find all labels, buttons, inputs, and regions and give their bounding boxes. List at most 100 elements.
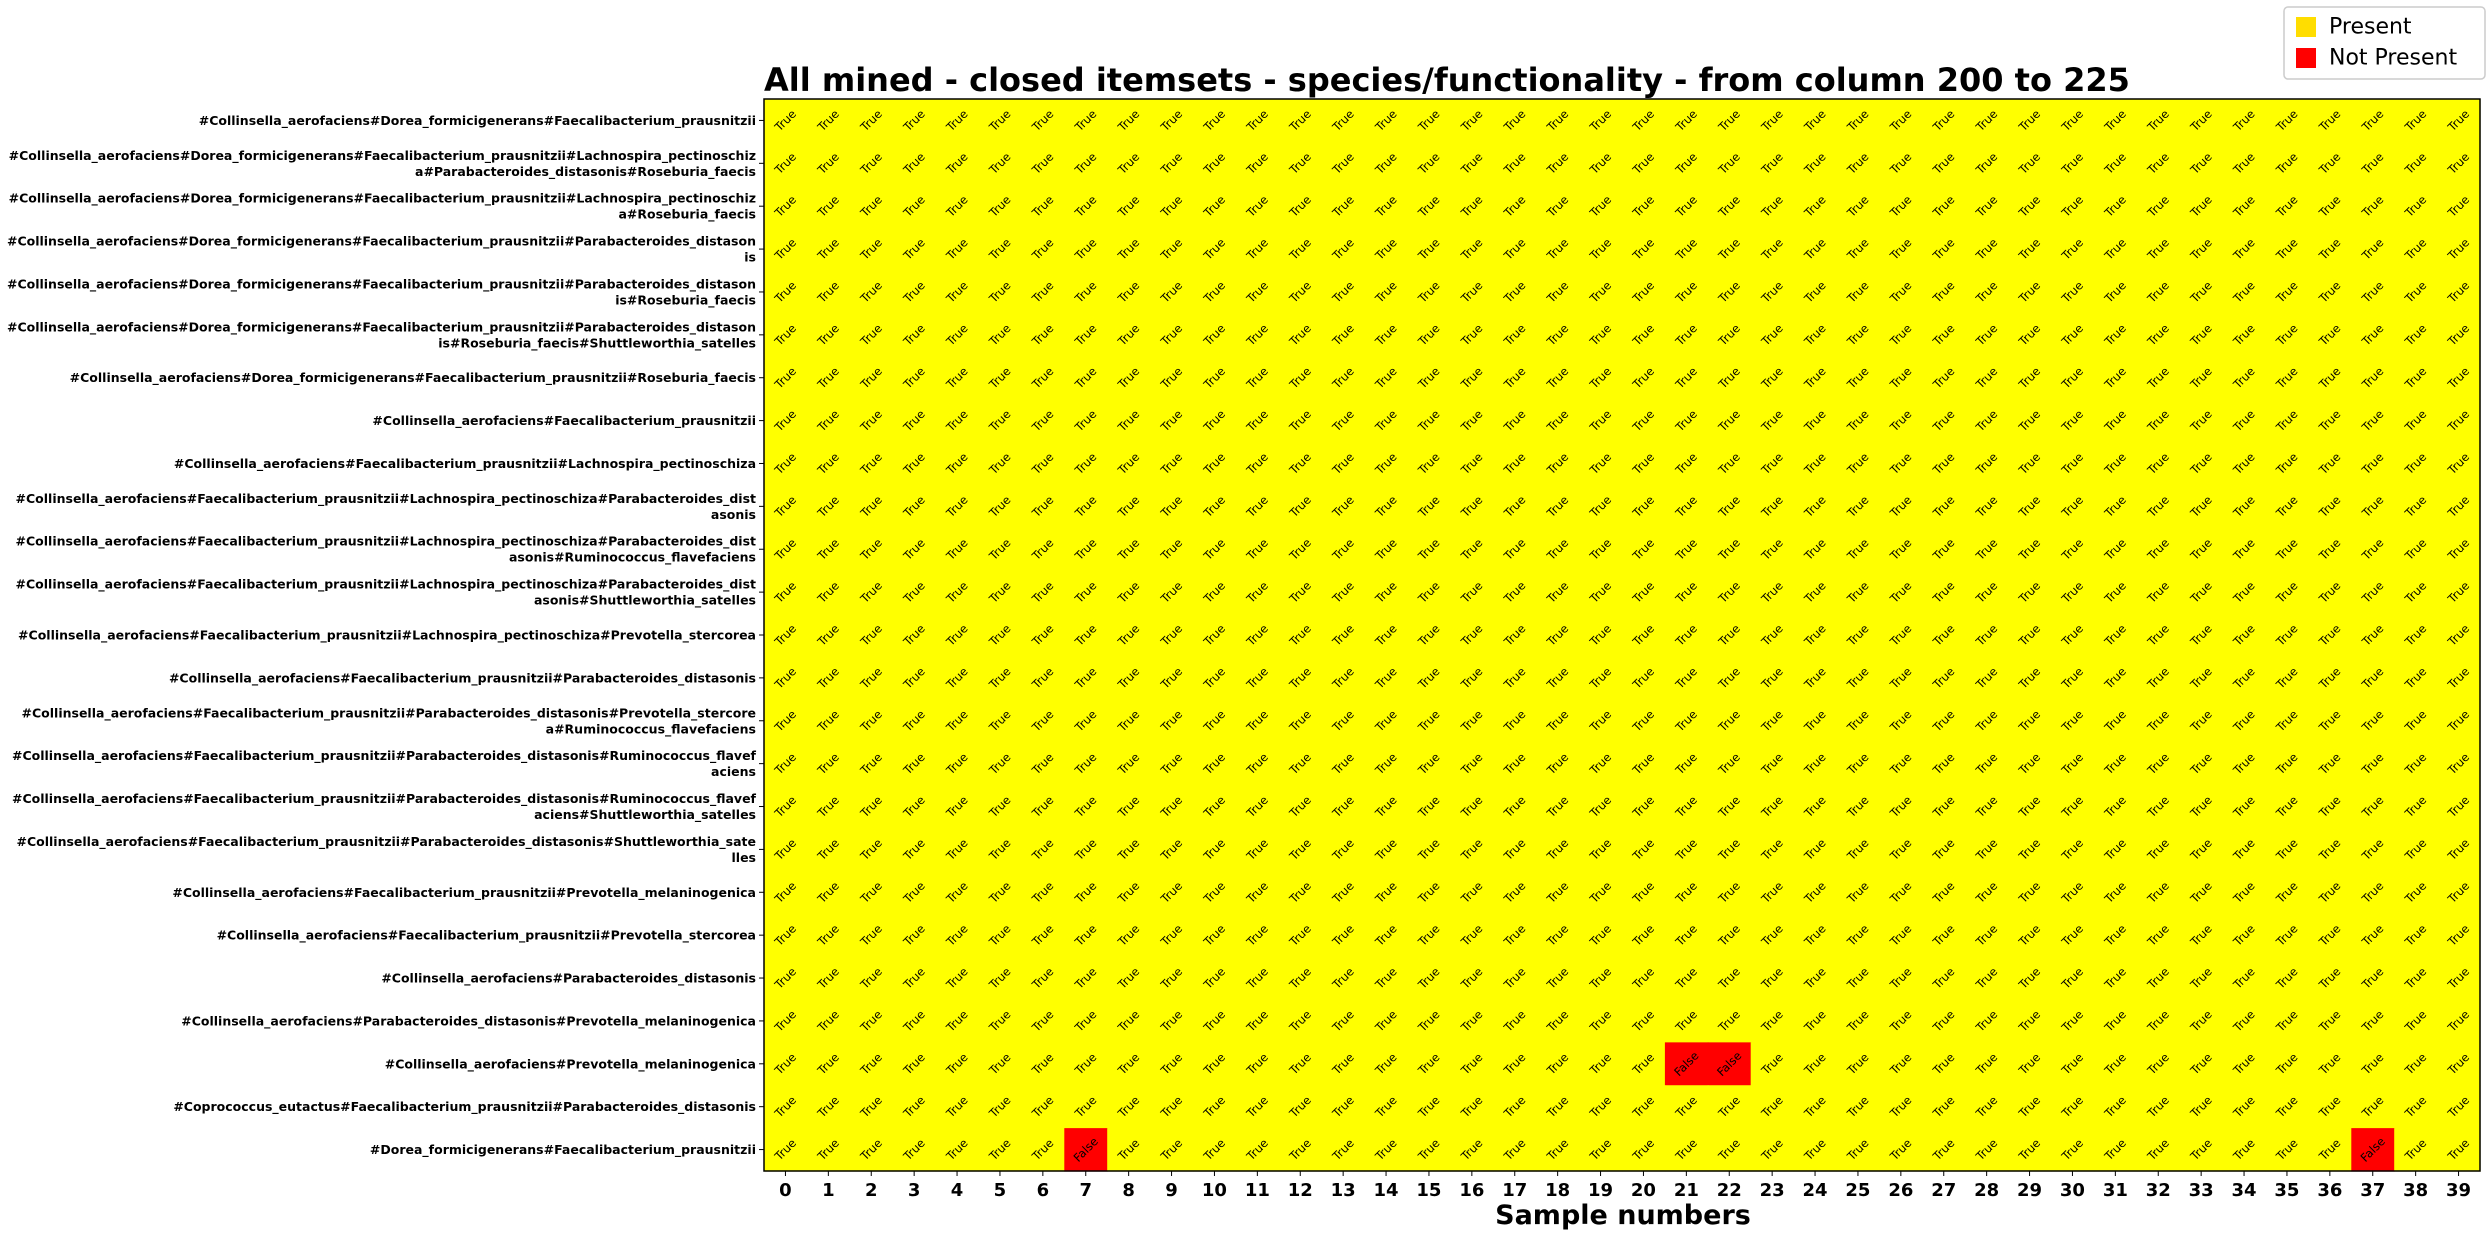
y-tick-label: #Collinsella_aerofaciens#Dorea_formicige… [7,276,756,292]
cell-present [1493,227,1537,272]
y-tick-label: #Coprococcus_eutactus#Faecalibacterium_p… [173,1099,756,1115]
cell-present [1922,742,1966,786]
cell-present [1450,742,1494,786]
heatmap-cells: True True True True True True True True True True… [763,98,2481,1172]
cell-present [2008,270,2052,314]
cell-present [1150,999,1194,1043]
cell-present [1150,570,1194,615]
cell-present [2265,184,2309,229]
cell-present [1235,742,1280,786]
cell-present [1879,613,1923,658]
cell-present [978,613,1022,658]
cell-present [1536,527,1580,572]
cell-present [2051,827,2095,872]
cell-present [1536,99,1580,143]
cell-present [1793,570,1838,615]
cell-present [1536,999,1580,1043]
cell-present [1922,356,1966,400]
cell-present [2222,1042,2267,1086]
cell-present [2136,870,2181,915]
cell-present [1021,141,1065,186]
cell-present [1965,785,2009,829]
cell-present [2093,399,2138,443]
cell-present [1793,785,1838,829]
cell-present [1965,870,2009,915]
cell-present [1278,870,1323,915]
cell-present [2437,613,2481,658]
cell-present [1235,570,1280,615]
x-tick-label: 7 [1079,1180,1092,1201]
cell-present [935,99,980,143]
cell-present [1750,313,1795,357]
y-tick-label: a#Ruminococcus_flavefaciens [546,721,756,737]
cell-present [2008,484,2052,529]
cell-present [1793,999,1838,1043]
x-tick-label: 14 [1374,1180,1399,1201]
cell-present [1622,870,1666,915]
cell-present [1021,270,1065,314]
cell-present [1493,1042,1537,1086]
cell-present [892,527,937,572]
cell-present [1235,870,1280,915]
cell-present [1664,570,1709,615]
cell-present [1707,785,1752,829]
cell-present [1879,570,1923,615]
cell-present [1321,613,1366,658]
cell-present [1879,956,1923,1001]
cell-present [1407,227,1451,272]
cell-present [2136,399,2181,443]
cell-present [1193,399,1237,443]
cell-present [1235,270,1280,314]
cell-present [1793,742,1838,786]
cell-present [1107,956,1151,1001]
cell-present [2222,184,2267,229]
cell-present [1235,613,1280,658]
cell-present [1750,699,1795,743]
cell-present [1793,656,1838,700]
cell-present [978,270,1022,314]
cell-present [2308,699,2352,743]
cell-present [1622,356,1666,400]
cell-present [1321,1085,1366,1129]
cell-present [2179,442,2224,486]
cell-present [978,699,1022,743]
cell-present [1579,613,1623,658]
cell-present [935,956,980,1001]
cell-present [1321,227,1366,272]
cell-present [1450,484,1494,529]
cell-present [2093,656,2138,700]
cell-present [1664,99,1709,143]
cell-present [1407,870,1451,915]
cell-present [2351,399,2395,443]
cell-present [1622,527,1666,572]
cell-present [2222,656,2267,700]
cell-present [2179,141,2224,186]
cell-present [1707,399,1752,443]
cell-present [1664,742,1709,786]
cell-present [2136,484,2181,529]
cell-present [1321,313,1366,357]
x-tick-label: 1 [822,1180,835,1201]
cell-present [1493,827,1537,872]
cell-present [2437,656,2481,700]
cell-present [1278,141,1323,186]
x-tick-label: 37 [2360,1180,2385,1201]
cell-present [1493,785,1537,829]
cell-present [1407,1042,1451,1086]
y-tick-label: #Collinsella_aerofaciens#Faecalibacteriu… [16,491,756,507]
cell-present [1879,785,1923,829]
y-tick-label: is#Roseburia_faecis [615,292,756,308]
cell-present [1321,184,1366,229]
cell-present [806,356,851,400]
cell-present [2222,870,2267,915]
cell-present [1536,313,1580,357]
cell-present [1064,1085,1108,1129]
cell-present [1750,1128,1795,1172]
cell-present [1879,227,1923,272]
cell-present [1579,184,1623,229]
cell-present [1965,227,2009,272]
cell-present [1150,442,1194,486]
cell-present [2394,270,2438,314]
x-tick-label: 33 [2189,1180,2214,1201]
cell-present [2179,1085,2224,1129]
